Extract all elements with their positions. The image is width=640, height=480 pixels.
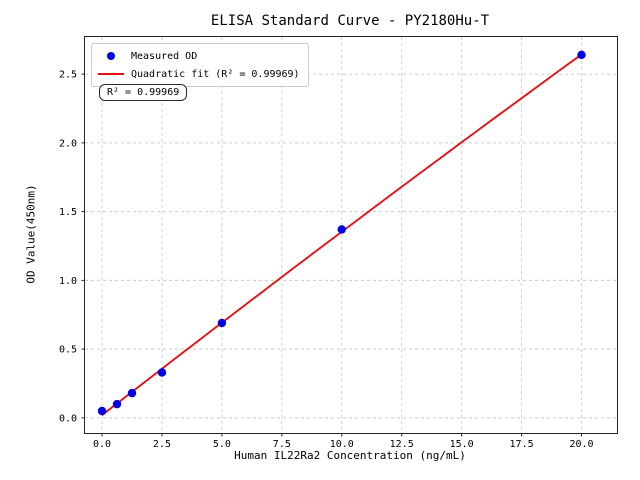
x-tick-label: 0.0 bbox=[93, 439, 111, 450]
data-point bbox=[127, 388, 137, 398]
fit-line-icon bbox=[98, 73, 124, 75]
chart-title: ELISA Standard Curve - PY2180Hu-T bbox=[210, 13, 490, 29]
x-tick-label: 20.0 bbox=[569, 439, 593, 450]
x-tick-label: 7.5 bbox=[273, 439, 291, 450]
data-point bbox=[337, 225, 346, 234]
y-tick-label: 2.5 bbox=[59, 70, 77, 81]
y-tick-label: 1.5 bbox=[59, 207, 77, 218]
data-point bbox=[97, 406, 107, 416]
plot-area: 0.0 2.5 5.0 7.5 10.0 12.5 15.0 17.5 20.0 0.0 0.5 1.… bbox=[59, 36, 618, 450]
data-point bbox=[217, 318, 227, 328]
y-tick-label: 2.0 bbox=[59, 138, 77, 149]
y-tick-label: 0.5 bbox=[59, 345, 77, 356]
legend-item-quadratic-fit: Quadratic fit (R² = 0.99969) bbox=[98, 67, 300, 81]
plot-canvas: 0.0 2.5 5.0 7.5 10.0 12.5 15.0 17.5 20.0 0.0 0.5 1.… bbox=[59, 37, 617, 450]
x-tick-label: 2.5 bbox=[153, 439, 171, 450]
x-tick-label: 12.5 bbox=[390, 439, 414, 450]
x-tick-label: 10.0 bbox=[330, 439, 354, 450]
data-point bbox=[112, 399, 122, 409]
legend-marker-cell bbox=[98, 52, 124, 60]
x-tick-label: 5.0 bbox=[213, 439, 231, 450]
data-point bbox=[157, 368, 167, 377]
y-tick-label: 1.0 bbox=[59, 276, 77, 287]
y-tick-label: 0.0 bbox=[59, 413, 77, 424]
legend: Measured OD Quadratic fit (R² = 0.99969) bbox=[91, 43, 309, 87]
legend-label-measured-od: Measured OD bbox=[131, 50, 198, 62]
data-point bbox=[577, 50, 586, 60]
x-tick-label: 15.0 bbox=[450, 439, 474, 450]
r-squared-annotation: R² = 0.99969 bbox=[99, 84, 188, 101]
legend-item-measured-od: Measured OD bbox=[98, 49, 300, 63]
y-axis-label: OD Value(450nm) bbox=[24, 184, 38, 284]
x-tick-label: 17.5 bbox=[510, 439, 534, 450]
legend-marker-cell bbox=[98, 73, 124, 75]
scatter-point-icon bbox=[107, 52, 115, 60]
x-axis-label: Human IL22Ra2 Concentration (ng/mL) bbox=[234, 449, 466, 462]
legend-label-quadratic-fit: Quadratic fit (R² = 0.99969) bbox=[131, 68, 300, 80]
